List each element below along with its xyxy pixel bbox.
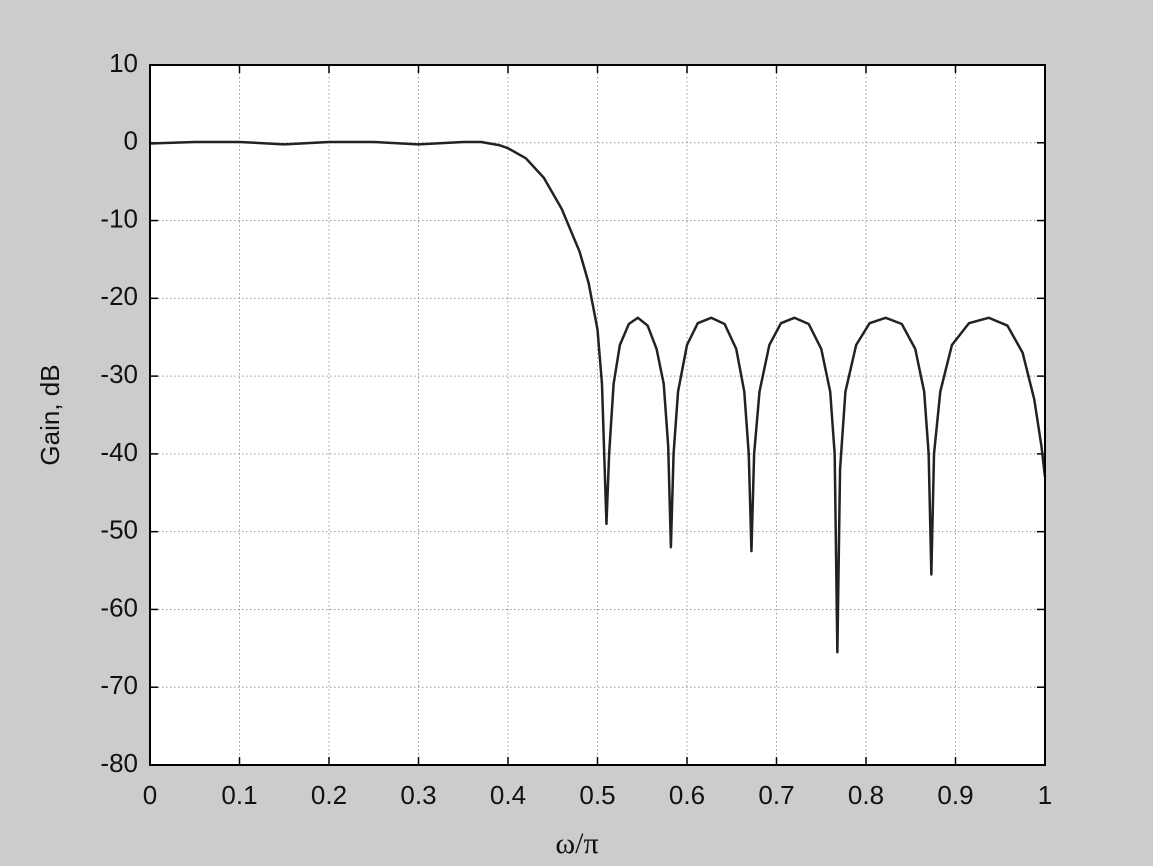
line [149,140,1047,654]
y-tick-label: -80 [100,748,138,778]
x-tick-label: 0.5 [579,780,615,810]
x-tick-label: 1 [1038,780,1052,810]
y-tick-label: -20 [100,281,138,311]
y-tick-label: 0 [124,126,138,156]
y-tick-label: -40 [100,437,138,467]
y-tick-label: -70 [100,670,138,700]
x-tick-label: 0.9 [937,780,973,810]
x-tick-label: 0 [143,780,157,810]
y-axis-label: Gain, dB [35,364,65,465]
y-tick-label: -30 [100,359,138,389]
y-tick-label: 10 [109,48,138,78]
x-tick-label: 0.1 [221,780,257,810]
plot-frame [149,64,1046,766]
x-tick-label: 0.8 [848,780,884,810]
x-tick-label: 0.6 [669,780,705,810]
y-tick-label: -10 [100,203,138,233]
x-tick-label: 0.4 [490,780,526,810]
y-tick-label: -60 [100,592,138,622]
x-tick-label: 0.7 [758,780,794,810]
x-tick-label: 0.3 [400,780,436,810]
x-axis-label: ω/π [555,827,598,860]
x-tick-label: 0.2 [311,780,347,810]
y-tick-label: -50 [100,515,138,545]
